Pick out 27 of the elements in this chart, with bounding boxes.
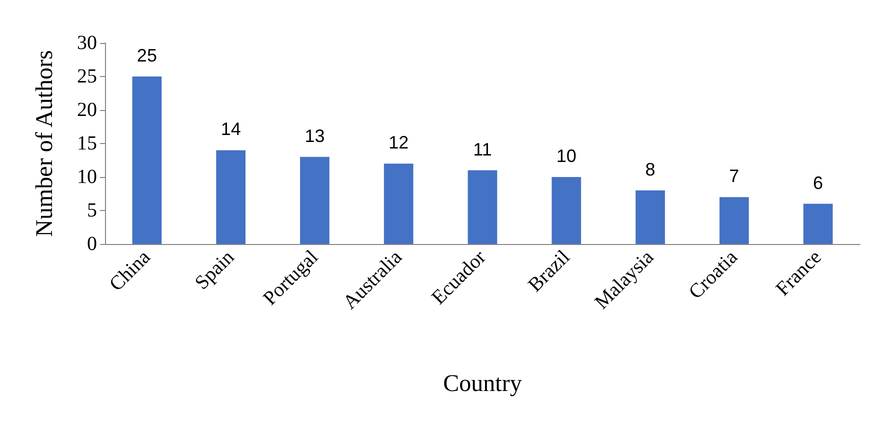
bar	[468, 170, 498, 244]
bar	[636, 190, 665, 244]
bar	[300, 156, 330, 244]
data-label: 14	[220, 119, 241, 140]
data-label: 12	[388, 132, 409, 153]
y-tick-label: 25	[77, 66, 97, 88]
bar	[719, 197, 749, 244]
data-label: 6	[813, 172, 824, 193]
y-tick-label: 20	[77, 99, 97, 121]
x-axis-title: Country	[443, 371, 522, 397]
bar	[132, 76, 162, 244]
y-tick-label: 30	[77, 32, 97, 54]
data-label: 10	[556, 146, 576, 166]
y-tick-label: 5	[87, 200, 97, 222]
y-axis-title: Number of Authors	[32, 50, 58, 237]
data-label: 13	[304, 126, 325, 146]
bar	[552, 177, 582, 244]
y-tick-label: 0	[87, 233, 97, 255]
y-tick-label: 10	[77, 166, 97, 188]
y-tick-label: 15	[77, 132, 97, 154]
data-label: 7	[729, 166, 740, 186]
data-label: 8	[645, 159, 656, 180]
bar	[216, 150, 246, 244]
data-label: 25	[136, 46, 157, 66]
data-label: 11	[473, 139, 492, 160]
bar	[803, 204, 833, 244]
bar	[384, 164, 414, 244]
